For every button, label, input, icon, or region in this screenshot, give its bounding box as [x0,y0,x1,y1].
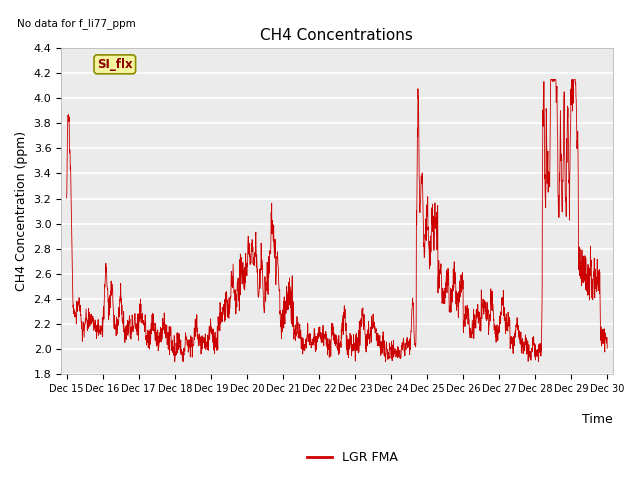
Y-axis label: CH4 Concentration (ppm): CH4 Concentration (ppm) [15,131,28,291]
Text: No data for f_li77_ppm: No data for f_li77_ppm [17,18,136,28]
Text: SI_flx: SI_flx [97,58,132,71]
Title: CH4 Concentrations: CH4 Concentrations [260,28,413,43]
Text: Time: Time [582,413,612,426]
Legend: LGR FMA: LGR FMA [301,446,403,469]
